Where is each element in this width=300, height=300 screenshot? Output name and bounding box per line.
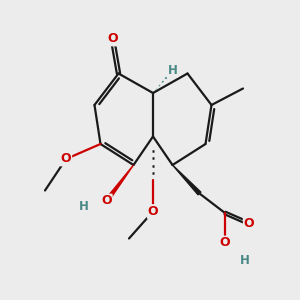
- Text: H: H: [240, 254, 249, 268]
- Polygon shape: [172, 165, 201, 195]
- Text: O: O: [220, 236, 230, 250]
- Text: H: H: [168, 64, 177, 77]
- Polygon shape: [105, 165, 134, 202]
- Text: O: O: [148, 205, 158, 218]
- Text: O: O: [61, 152, 71, 166]
- Text: O: O: [244, 217, 254, 230]
- Text: O: O: [107, 32, 118, 46]
- Text: O: O: [101, 194, 112, 208]
- Text: H: H: [79, 200, 89, 213]
